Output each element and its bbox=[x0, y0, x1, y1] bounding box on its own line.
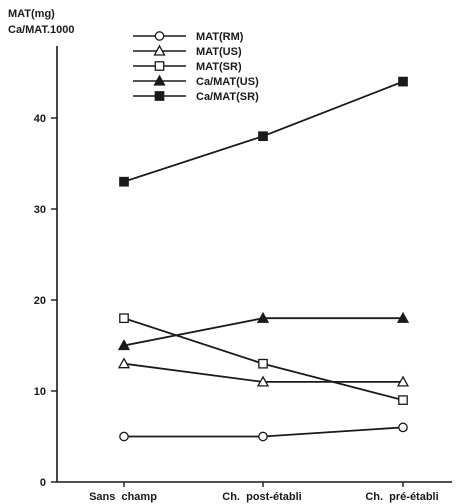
data-point-ca-mat-sr bbox=[119, 176, 129, 187]
data-point-mat-rm bbox=[258, 431, 268, 442]
legend-marker bbox=[154, 91, 165, 101]
y-tick-label: 30 bbox=[34, 204, 46, 216]
legend-marker bbox=[153, 74, 166, 86]
series-ca-mat-sr bbox=[119, 76, 408, 187]
legend-entry-mat-us: MAT(US) bbox=[133, 44, 242, 58]
series-mat-sr bbox=[119, 313, 408, 405]
data-point-mat-sr bbox=[119, 313, 129, 324]
data-point-mat-us bbox=[396, 375, 410, 387]
x-axis-ticks: Sans champ Ch. post-établi Ch. pré-établi bbox=[89, 482, 439, 503]
data-point-ca-mat-us bbox=[256, 311, 270, 323]
data-point-mat-sr bbox=[398, 395, 408, 405]
y-axis-ticks: 0 10 20 30 40 bbox=[34, 113, 57, 489]
axes bbox=[56, 46, 452, 483]
data-point-mat-us bbox=[256, 375, 270, 387]
legend-entry-ca-mat-sr: Ca/MAT(SR) bbox=[133, 91, 259, 103]
data-point-ca-mat-sr bbox=[258, 131, 268, 142]
x-tick-label: Ch. pré-établi bbox=[365, 491, 438, 503]
legend-label: Ca/MAT(SR) bbox=[196, 91, 259, 103]
y-axis-label-line-1: MAT(mg) bbox=[8, 8, 55, 20]
x-tick-label: Sans champ bbox=[89, 491, 157, 503]
legend-label: MAT(SR) bbox=[196, 61, 242, 73]
legend-label: MAT(US) bbox=[196, 46, 242, 58]
legend-label: Ca/MAT(US) bbox=[196, 76, 259, 88]
data-point-mat-rm bbox=[398, 422, 408, 433]
y-tick-label: 0 bbox=[40, 477, 46, 489]
y-tick-label: 40 bbox=[34, 113, 46, 125]
data-point-ca-mat-sr bbox=[398, 76, 408, 87]
legend-entry-mat-rm: MAT(RM) bbox=[133, 31, 244, 43]
legend-marker bbox=[153, 44, 166, 56]
data-point-mat-us bbox=[117, 357, 131, 369]
data-point-mat-rm bbox=[119, 431, 129, 442]
data-point-ca-mat-us bbox=[396, 311, 410, 323]
legend-entry-mat-sr: MAT(SR) bbox=[133, 61, 242, 73]
y-tick-label: 20 bbox=[34, 295, 46, 307]
legend: MAT(RM) MAT(US) MAT(SR) Ca/MAT(US) Ca/MAT(SR… bbox=[133, 31, 259, 103]
y-axis-label-line-2: Ca/MAT.1000 bbox=[8, 24, 74, 36]
series-mat-us bbox=[117, 357, 410, 387]
series-layer bbox=[117, 76, 410, 442]
x-tick-label: Ch. post-établi bbox=[222, 491, 301, 503]
y-tick-label: 10 bbox=[34, 386, 46, 398]
legend-marker bbox=[154, 61, 165, 71]
series-ca-mat-us bbox=[117, 311, 410, 351]
legend-marker bbox=[154, 31, 165, 41]
data-point-mat-sr bbox=[258, 358, 268, 369]
legend-entry-ca-mat-us: Ca/MAT(US) bbox=[133, 74, 259, 88]
legend-label: MAT(RM) bbox=[196, 31, 244, 43]
series-mat-rm bbox=[119, 422, 408, 442]
data-point-ca-mat-us bbox=[117, 339, 131, 351]
